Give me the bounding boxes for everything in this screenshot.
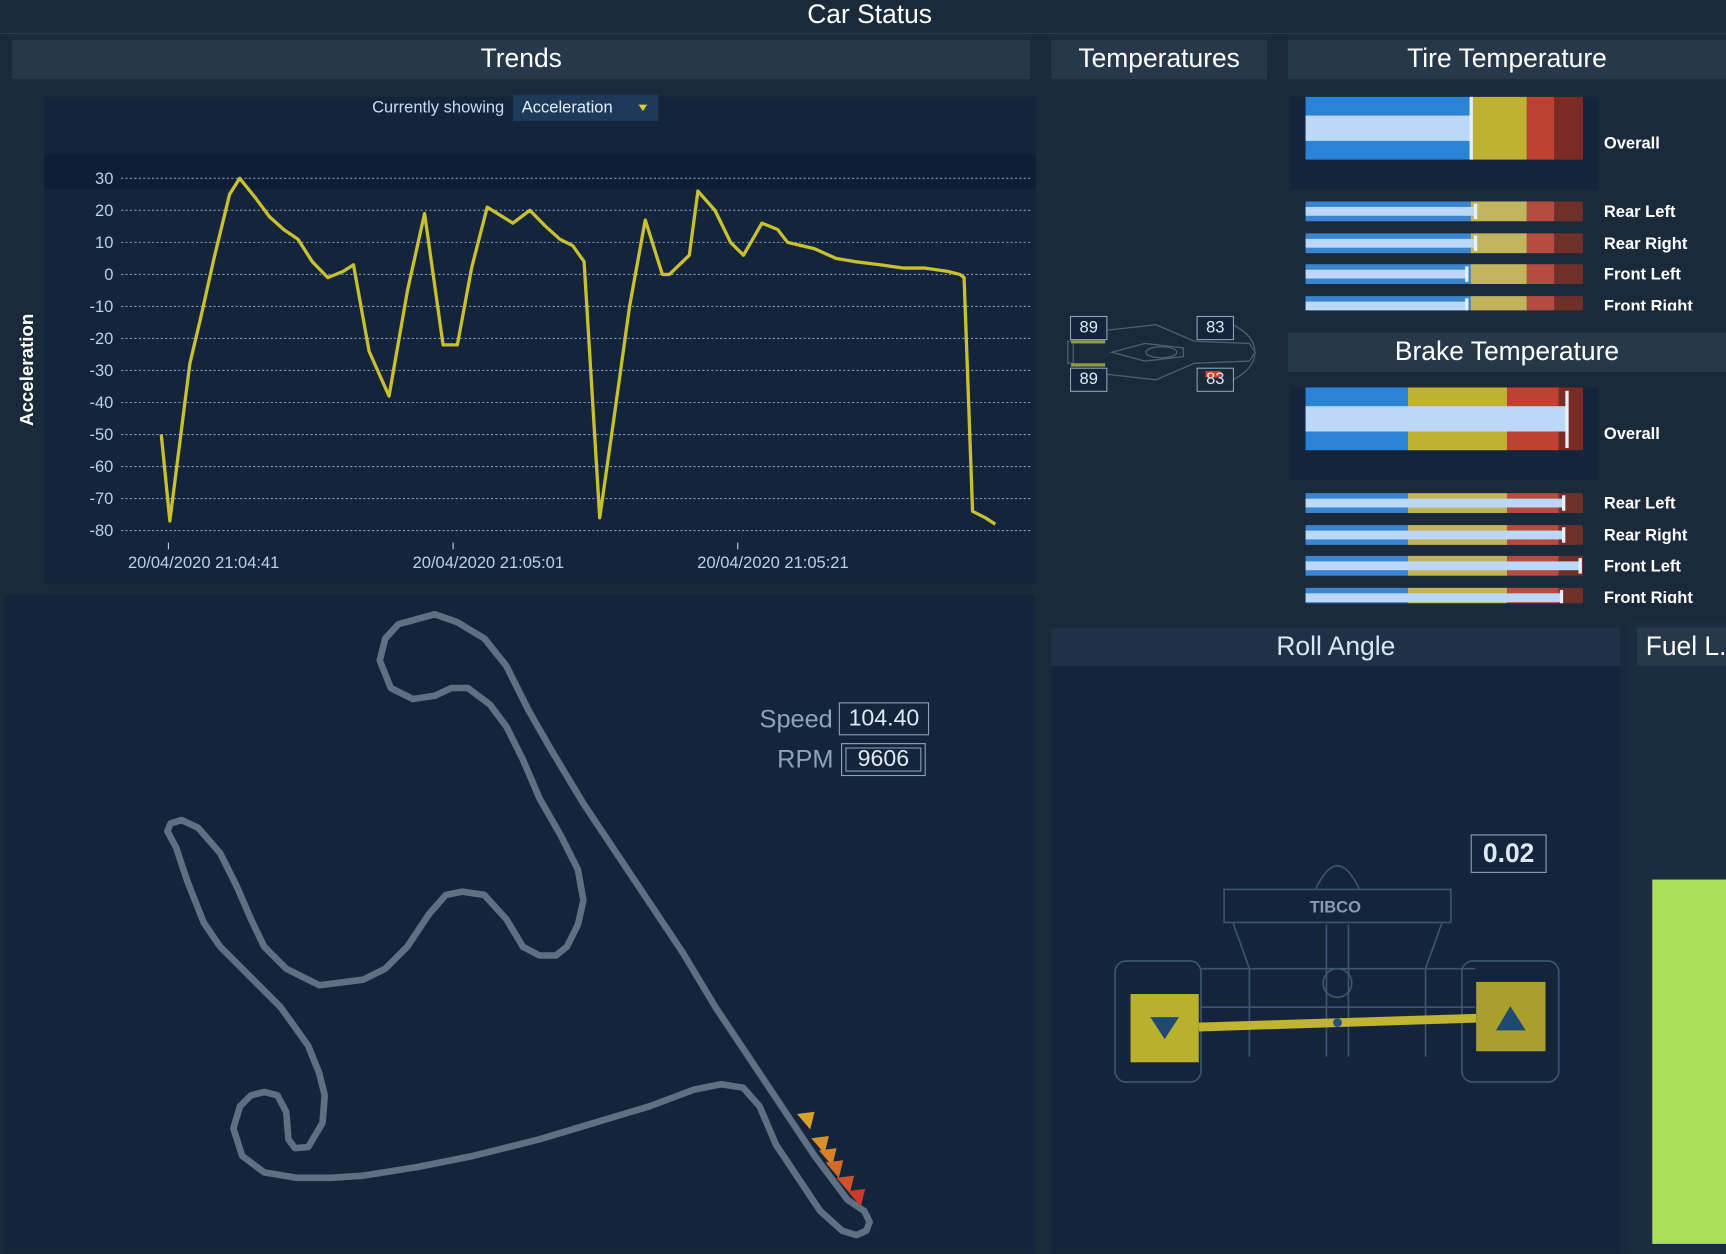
value-marker [1562, 495, 1566, 511]
value-fill [1305, 498, 1564, 508]
x-tick-label: 20/04/2020 21:05:21 [697, 554, 848, 572]
caret-down-icon [638, 104, 648, 112]
chart-highlight-band [44, 154, 1036, 190]
roll-angle-header: Roll Angle [1051, 627, 1621, 666]
fuel-level-bar [1652, 878, 1726, 1244]
acceleration-chart: 30 20 10 0 -10 -20 -30 -40 -50 -60 -70 -80 20/04/202… [44, 154, 1036, 572]
temp-rear-right: 89 [1069, 367, 1108, 392]
label-rear-left: Rear Left [1603, 494, 1676, 513]
y-tick-label: -70 [90, 490, 114, 508]
y-tick-label: -30 [90, 362, 114, 380]
value-marker [1473, 235, 1477, 251]
speed-value: 104.40 [838, 702, 930, 736]
value-marker [1559, 590, 1563, 604]
track-map [164, 610, 873, 1239]
tibco-logo: TIBCO [1310, 899, 1361, 917]
position-marker [796, 1111, 815, 1130]
label-rear-right: Rear Right [1603, 233, 1688, 253]
value-fill [1305, 530, 1564, 540]
value-fill [1305, 406, 1567, 432]
car-front-view: TIBCO [1114, 864, 1560, 1083]
value-fill [1305, 593, 1561, 603]
y-tick-label: 20 [95, 202, 113, 220]
position-marker [836, 1175, 855, 1194]
track-outline [164, 610, 873, 1239]
y-tick-label: -60 [90, 458, 114, 476]
label-rear-left: Rear Left [1603, 202, 1676, 222]
position-marker [847, 1188, 866, 1207]
y-tick-label: -80 [90, 522, 114, 540]
value-marker [1565, 390, 1569, 448]
value-fill [1305, 238, 1475, 248]
car-position-markers [796, 1111, 866, 1207]
metric-dropdown[interactable]: Acceleration [512, 94, 659, 122]
trends-header: Trends [12, 39, 1031, 80]
down-arrow-icon [1150, 1017, 1179, 1040]
y-tick-label: 0 [104, 266, 113, 284]
position-marker [818, 1148, 837, 1166]
value-fill [1305, 206, 1475, 216]
divider [0, 33, 1726, 35]
metric-dropdown-value: Acceleration [521, 97, 613, 117]
y-tick-label: -10 [90, 298, 114, 316]
value-fill [1305, 301, 1467, 310]
bar-front-left [1305, 264, 1583, 285]
rpm-value: 9606 [841, 743, 926, 777]
fuel-level-header: Fuel L... [1636, 627, 1726, 666]
x-tick-label: 20/04/2020 21:04:41 [128, 554, 279, 572]
tire-temperature-header: Tire Temperature [1287, 39, 1726, 80]
roll-angle-panel [1051, 665, 1621, 1254]
label-front-right: Front Right [1603, 296, 1693, 311]
temp-front-left: 83 [1196, 315, 1234, 341]
y-tick-label: -40 [90, 394, 114, 412]
brake-temperature-section: Overall Rear Left Rear Right Front Left Fron… [1288, 379, 1726, 604]
x-tick-label: 20/04/2020 21:05:01 [413, 554, 564, 572]
rpm-label: RPM [777, 744, 834, 773]
value-fill [1305, 115, 1471, 141]
up-arrow-icon [1495, 1006, 1526, 1031]
value-marker [1465, 297, 1469, 311]
brake-temperature-header: Brake Temperature [1287, 332, 1726, 373]
label-front-left: Front Left [1603, 265, 1681, 285]
page-title: Car Status [807, 0, 933, 30]
y-tick-label: 10 [95, 234, 113, 252]
y-tick-label: -20 [90, 330, 114, 348]
y-tick-label: -50 [90, 426, 114, 444]
overall-label: Overall [1603, 424, 1660, 444]
tire-temperature-section: Overall Rear Left Rear Right Front Left Fron… [1288, 88, 1726, 311]
value-marker [1562, 526, 1566, 543]
y-tick-label: 30 [95, 170, 113, 188]
temperatures-header: Temperatures [1051, 39, 1268, 80]
value-marker [1465, 266, 1469, 282]
label-front-right: Front Right [1603, 589, 1693, 604]
value-fill [1305, 561, 1581, 571]
value-marker [1469, 96, 1473, 160]
value-fill [1305, 269, 1467, 279]
currently-showing-label: Currently showing [372, 97, 505, 117]
y-axis-label: Acceleration [16, 313, 38, 427]
temp-rear-left: 89 [1069, 315, 1108, 341]
label-front-left: Front Left [1603, 557, 1681, 577]
hot-brake-indicator [1205, 370, 1221, 378]
acceleration-series-line [159, 176, 997, 526]
value-marker [1473, 203, 1477, 220]
overall-label: Overall [1603, 134, 1660, 154]
position-marker [825, 1160, 844, 1178]
value-marker [1579, 558, 1583, 574]
position-marker [811, 1136, 829, 1154]
roll-angle-value: 0.02 [1470, 834, 1547, 873]
temp-front-right: 83 [1196, 367, 1234, 392]
car-top-view [1067, 324, 1256, 381]
label-rear-right: Rear Right [1603, 525, 1688, 545]
speed-label: Speed [759, 704, 833, 734]
